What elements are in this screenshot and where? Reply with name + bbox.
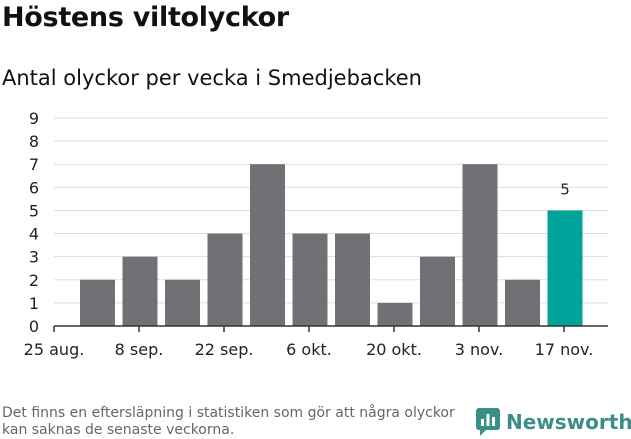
y-tick-label: 9 bbox=[29, 109, 39, 128]
chart-subtitle: Antal olyckor per vecka i Smedjebacken bbox=[2, 66, 422, 90]
bar bbox=[207, 233, 243, 326]
brand-name: Newsworthy bbox=[506, 410, 631, 434]
y-tick-label: 4 bbox=[29, 225, 39, 244]
x-tick-label: 20 okt. bbox=[366, 340, 422, 359]
bar bbox=[335, 233, 370, 326]
bar bbox=[165, 279, 200, 326]
highlight-value-label: 5 bbox=[560, 180, 570, 198]
y-tick-label: 5 bbox=[29, 201, 39, 220]
x-tick-label: 17 nov. bbox=[535, 340, 594, 359]
y-tick-label: 8 bbox=[29, 132, 39, 151]
newsworthy-logo-icon bbox=[476, 408, 500, 436]
bar bbox=[377, 302, 413, 326]
y-tick-label: 0 bbox=[29, 317, 39, 336]
labels: 0 1 2 3 4 5 6 7 8 9 5 25 aug. 8 sep. 22 sep. 6 okt. 20 … bbox=[24, 109, 594, 359]
y-tick-label: 3 bbox=[29, 248, 39, 267]
bar bbox=[462, 164, 498, 326]
x-tick-label: 25 aug. bbox=[24, 340, 85, 359]
brand-logo[interactable]: Newsworthy bbox=[476, 405, 631, 439]
bar bbox=[80, 279, 115, 326]
x-tick-label: 8 sep. bbox=[115, 340, 164, 359]
x-tick-label: 3 nov. bbox=[455, 340, 504, 359]
x-tick-label: 6 okt. bbox=[286, 340, 332, 359]
y-tick-label: 6 bbox=[29, 178, 39, 197]
y-tick-label: 7 bbox=[29, 155, 39, 174]
bars bbox=[80, 164, 583, 326]
highlight-bar bbox=[547, 210, 583, 326]
y-tick-label: 2 bbox=[29, 271, 39, 290]
bar bbox=[420, 256, 455, 326]
bar bbox=[292, 233, 328, 326]
gridlines bbox=[54, 117, 608, 304]
bar bbox=[250, 164, 285, 326]
y-tick-label: 1 bbox=[29, 294, 39, 313]
bar bbox=[505, 279, 540, 326]
bar bbox=[122, 256, 158, 326]
chart-title: Höstens viltolyckor bbox=[2, 2, 289, 33]
axes bbox=[53, 325, 608, 332]
footnote: Det finns en eftersläpning i statistiken… bbox=[2, 405, 455, 438]
x-tick-label: 22 sep. bbox=[195, 340, 254, 359]
bar-chart: 0 1 2 3 4 5 6 7 8 9 5 25 aug. 8 sep. 22 sep. 6 okt. 20 … bbox=[24, 109, 608, 359]
